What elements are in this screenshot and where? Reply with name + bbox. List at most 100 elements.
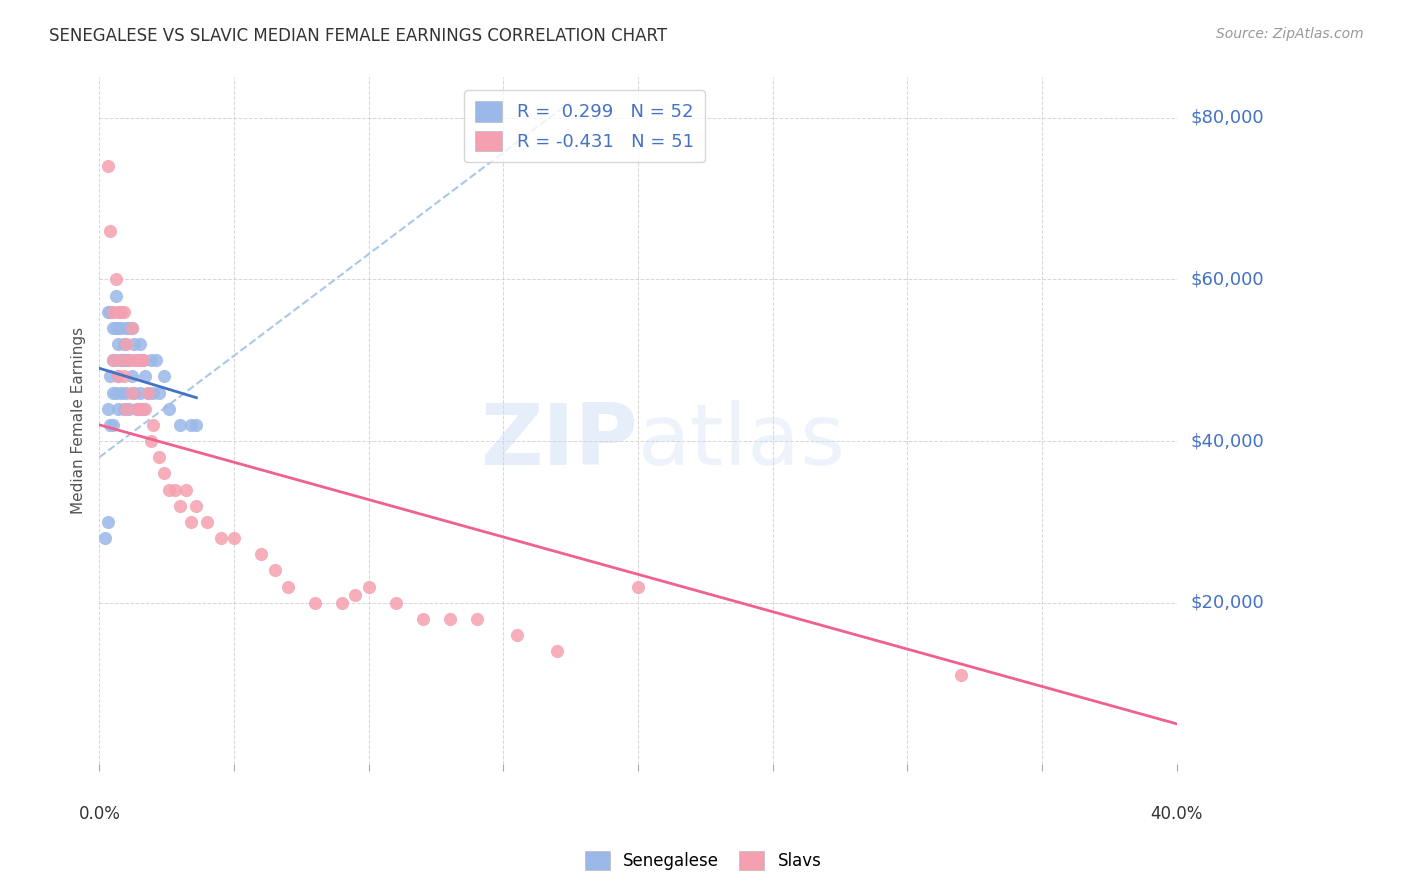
Point (107, 337, 129, 351)
Point (136, 385, 159, 400)
Point (115, 353, 138, 368)
Point (412, 612, 434, 626)
Legend: Senegalese, Slavs: Senegalese, Slavs (578, 844, 828, 877)
Text: Source: ZipAtlas.com: Source: ZipAtlas.com (1216, 27, 1364, 41)
Point (330, 596, 353, 610)
Point (121, 321, 143, 335)
Point (96, 401, 118, 416)
Point (98, 224, 121, 238)
Point (186, 499, 208, 513)
Point (131, 353, 153, 368)
Point (134, 401, 156, 416)
Point (101, 385, 124, 400)
Y-axis label: Median Female Earnings: Median Female Earnings (72, 327, 86, 515)
Point (124, 337, 146, 351)
Point (118, 321, 141, 335)
Point (209, 531, 232, 545)
Point (115, 321, 138, 335)
Point (224, 531, 246, 545)
Point (128, 337, 150, 351)
Point (344, 588, 367, 602)
Point (142, 385, 165, 400)
Point (101, 353, 124, 368)
Point (263, 563, 285, 577)
Point (104, 321, 127, 335)
Point (169, 499, 191, 513)
Text: $80,000: $80,000 (1191, 109, 1264, 127)
Point (101, 321, 124, 335)
Point (110, 353, 132, 368)
Point (139, 434, 162, 448)
Point (627, 580, 650, 594)
Point (142, 417, 165, 432)
Point (101, 305, 124, 319)
Point (159, 401, 181, 416)
Point (115, 385, 138, 400)
Point (98, 369, 121, 384)
Point (104, 353, 127, 368)
Point (118, 353, 141, 368)
Point (174, 483, 197, 497)
Text: SENEGALESE VS SLAVIC MEDIAN FEMALE EARNINGS CORRELATION CHART: SENEGALESE VS SLAVIC MEDIAN FEMALE EARNI… (49, 27, 668, 45)
Point (112, 353, 135, 368)
Point (94, 531, 117, 545)
Point (110, 305, 132, 319)
Point (304, 596, 326, 610)
Point (131, 401, 153, 416)
Point (139, 353, 162, 368)
Point (104, 288, 127, 302)
Point (439, 612, 461, 626)
Point (107, 401, 129, 416)
Point (128, 353, 150, 368)
Point (112, 401, 135, 416)
Point (107, 305, 129, 319)
Text: ZIP: ZIP (481, 400, 638, 483)
Point (96, 305, 118, 319)
Text: atlas: atlas (638, 400, 846, 483)
Point (101, 353, 124, 368)
Point (110, 385, 132, 400)
Point (148, 385, 170, 400)
Point (127, 401, 149, 416)
Point (118, 353, 141, 368)
Point (121, 321, 143, 335)
Text: $60,000: $60,000 (1191, 270, 1264, 288)
Point (124, 385, 146, 400)
Point (136, 385, 159, 400)
Text: 0.0%: 0.0% (79, 805, 121, 823)
Point (96, 515, 118, 529)
Point (112, 337, 135, 351)
Point (465, 612, 488, 626)
Point (195, 515, 218, 529)
Point (107, 369, 129, 384)
Point (98, 417, 121, 432)
Text: $40,000: $40,000 (1191, 432, 1264, 450)
Point (128, 385, 150, 400)
Point (115, 401, 138, 416)
Point (153, 467, 176, 481)
Text: $20,000: $20,000 (1191, 594, 1264, 612)
Point (121, 385, 143, 400)
Point (163, 483, 186, 497)
Point (145, 353, 167, 368)
Point (101, 417, 124, 432)
Point (180, 515, 202, 529)
Point (96, 159, 118, 173)
Point (124, 353, 146, 368)
Point (112, 305, 135, 319)
Point (153, 369, 176, 384)
Point (127, 353, 149, 368)
Point (110, 353, 132, 368)
Point (950, 668, 973, 682)
Point (118, 401, 141, 416)
Point (277, 580, 299, 594)
Point (131, 353, 153, 368)
Point (127, 401, 149, 416)
Legend: R =  0.299   N = 52, R = -0.431   N = 51: R = 0.299 N = 52, R = -0.431 N = 51 (464, 90, 704, 162)
Point (546, 644, 568, 658)
Point (110, 321, 132, 335)
Point (384, 596, 406, 610)
Point (250, 547, 273, 561)
Point (134, 369, 156, 384)
Point (98, 305, 121, 319)
